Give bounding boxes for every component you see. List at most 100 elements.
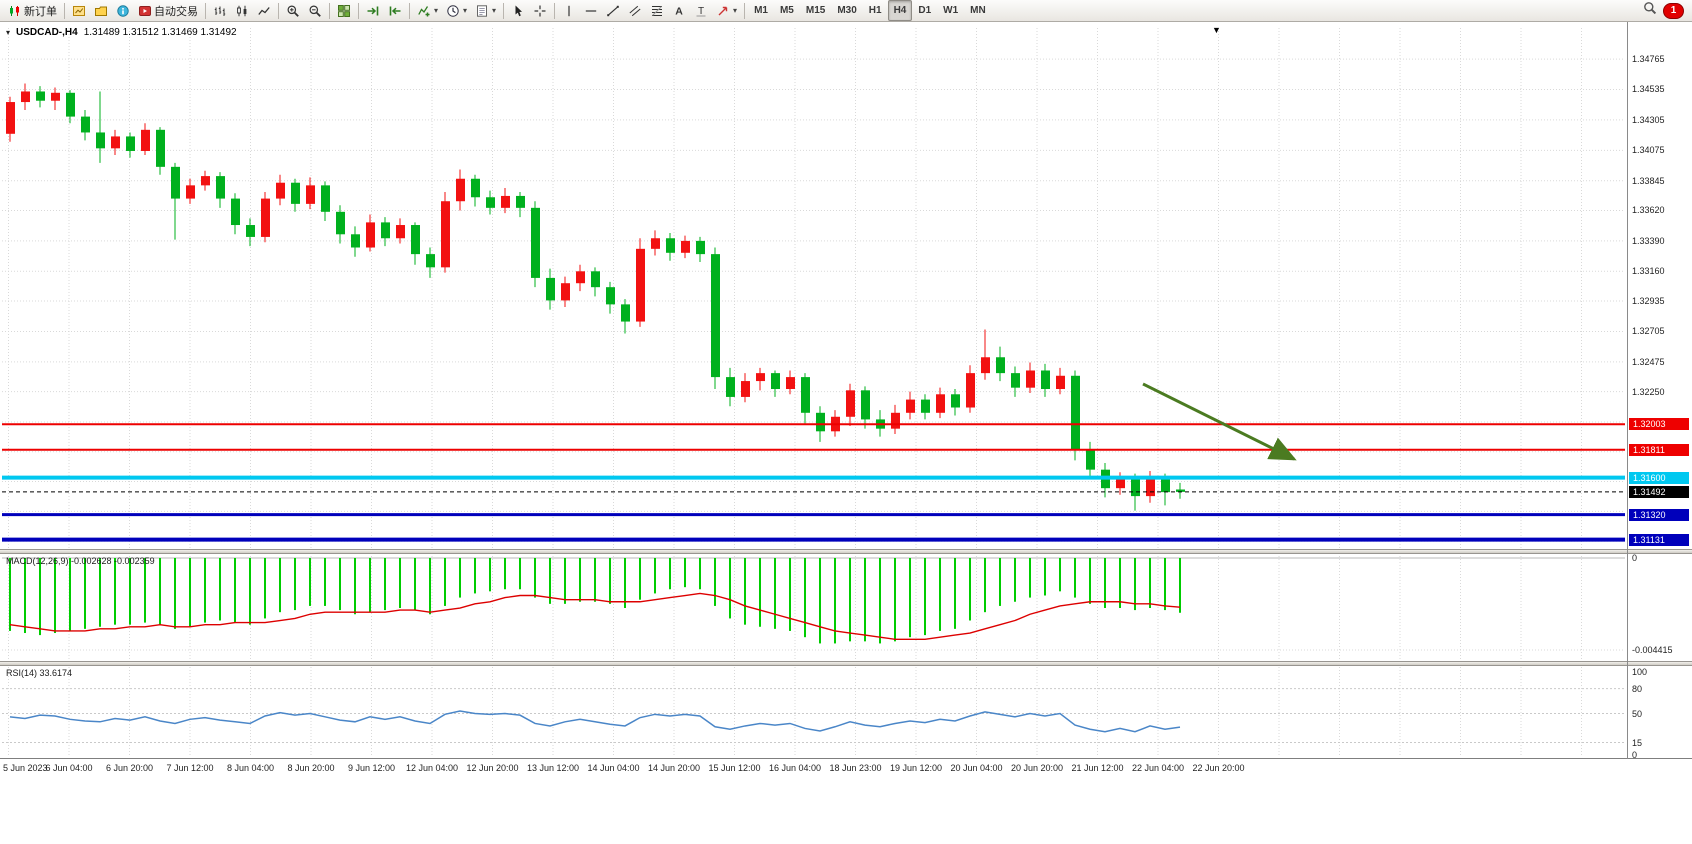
search-icon[interactable] xyxy=(1643,1,1657,20)
trendline-icon xyxy=(606,4,620,18)
timeframe-m15-button[interactable]: M15 xyxy=(805,5,826,16)
tile-windows-button[interactable] xyxy=(333,0,355,21)
line-chart-button[interactable] xyxy=(253,0,275,21)
indicators-button[interactable]: ▾ xyxy=(413,0,442,21)
toolbar-separator xyxy=(744,2,746,19)
collapse-chart-icon[interactable]: ▾ xyxy=(6,28,11,37)
equidistant-channel-button[interactable] xyxy=(624,0,646,21)
ohlc-values: 1.31489 1.31512 1.31469 1.31492 xyxy=(83,27,237,38)
hline-price-label: 1.31600 xyxy=(1629,471,1689,484)
timeframe-mn-button[interactable]: MN xyxy=(970,5,986,16)
axis-line xyxy=(0,758,1692,759)
fibo-icon xyxy=(650,4,664,18)
timeframe-m5-button[interactable]: M5 xyxy=(779,5,794,16)
hline-price-label: 1.31131 xyxy=(1629,533,1689,546)
time-axis-label: 16 Jun 04:00 xyxy=(768,763,822,773)
data-window-icon xyxy=(116,4,130,18)
panel-separator[interactable] xyxy=(0,661,1692,666)
price-tick-label: 1.34535 xyxy=(1632,84,1665,95)
price-tick-label: 1.32705 xyxy=(1632,326,1665,337)
timeframe-m30-button[interactable]: M30 xyxy=(837,5,857,16)
charts-window-button[interactable] xyxy=(68,0,90,21)
new-order-button[interactable]: 新订单 xyxy=(4,0,61,21)
time-axis-label: 20 Jun 20:00 xyxy=(1010,763,1064,773)
time-axis-label: 13 Jun 12:00 xyxy=(526,763,580,773)
clock-icon xyxy=(446,4,460,18)
profiles-button[interactable] xyxy=(90,0,112,21)
price-tick-label: 1.32475 xyxy=(1632,356,1665,367)
periods-button[interactable]: ▾ xyxy=(442,0,471,21)
price-axis[interactable]: 1.34765 1.34535 1.34305 1.34075 1.33845 1.336… xyxy=(1628,22,1692,760)
price-tick-label: 1.33390 xyxy=(1632,235,1665,246)
time-axis[interactable]: 5 Jun 2023 6 Jun 04:00 6 Jun 20:00 7 Jun 12… xyxy=(0,760,1692,780)
timeframe-d1-button[interactable]: D1 xyxy=(918,5,932,16)
price-tick-label: 1.32935 xyxy=(1632,296,1665,307)
candlestick-chart-button[interactable] xyxy=(231,0,253,21)
fibonacci-button[interactable] xyxy=(646,0,668,21)
chart-shift-button[interactable] xyxy=(384,0,406,21)
timeframe-h1-button[interactable]: H1 xyxy=(868,5,882,16)
time-axis-label: 22 Jun 04:00 xyxy=(1131,763,1185,773)
vertical-line-button[interactable] xyxy=(558,0,580,21)
horizontal-line-button[interactable] xyxy=(580,0,602,21)
channel-icon xyxy=(628,4,642,18)
macd-axis-label: 0 xyxy=(1632,553,1638,563)
toolbar: 新订单 自动交易 ▾ ▾ ▾ A T ▾ M1 M5 M15 M30 H1 H4 D1 W1 MN 1 xyxy=(0,0,1692,22)
chart-canvas[interactable] xyxy=(0,22,1692,844)
time-axis-label: 20 Jun 04:00 xyxy=(950,763,1003,773)
price-tick-label: 1.34075 xyxy=(1632,145,1665,156)
line-chart-icon xyxy=(257,4,271,18)
current-price-label: 1.31492 xyxy=(1629,485,1689,498)
hline-price-label: 1.32003 xyxy=(1629,418,1689,431)
text-button[interactable]: A xyxy=(668,0,690,21)
trendline-button[interactable] xyxy=(602,0,624,21)
time-axis-label: 14 Jun 04:00 xyxy=(587,763,640,773)
arrows-button[interactable]: ▾ xyxy=(712,0,741,21)
time-axis-label: 6 Jun 20:00 xyxy=(105,763,154,773)
symbol-label: USDCAD-,H4 xyxy=(16,27,78,38)
autotrading-button[interactable]: 自动交易 xyxy=(134,0,202,21)
profiles-icon xyxy=(94,4,108,18)
notification-badge[interactable]: 1 xyxy=(1663,2,1684,19)
zoom-out-button[interactable] xyxy=(304,0,326,21)
text-label-button[interactable]: T xyxy=(690,0,712,21)
svg-text:A: A xyxy=(675,5,683,17)
label-icon: T xyxy=(694,4,708,18)
templates-button[interactable]: ▾ xyxy=(471,0,500,21)
price-tick-label: 1.33160 xyxy=(1632,266,1665,277)
chevron-down-icon: ▾ xyxy=(733,6,738,15)
price-tick-label: 1.33845 xyxy=(1632,175,1665,186)
time-axis-label: 19 Jun 12:00 xyxy=(889,763,943,773)
timeframe-m1-button[interactable]: M1 xyxy=(754,5,768,16)
cursor-icon xyxy=(511,4,525,18)
rsi-axis-label: 15 xyxy=(1632,737,1643,748)
crosshair-button[interactable] xyxy=(529,0,551,21)
cursor-button[interactable] xyxy=(507,0,529,21)
data-window-button[interactable] xyxy=(112,0,134,21)
time-axis-label: 15 Jun 12:00 xyxy=(708,763,761,773)
chevron-down-icon: ▾ xyxy=(434,6,439,15)
timeframe-w1-button[interactable]: W1 xyxy=(943,5,959,16)
chart-title-bar: ▾ USDCAD-,H4 1.31489 1.31512 1.31469 1.3… xyxy=(6,27,237,38)
price-tick-label: 1.32250 xyxy=(1632,386,1665,397)
zoom-in-button[interactable] xyxy=(282,0,304,21)
hline-price-label: 1.31811 xyxy=(1629,443,1689,456)
toolbar-separator xyxy=(554,2,556,19)
auto-scroll-button[interactable] xyxy=(362,0,384,21)
time-axis-label: 12 Jun 20:00 xyxy=(466,763,519,773)
panel-separator[interactable] xyxy=(0,549,1692,554)
vline-icon xyxy=(562,4,576,18)
chart-window[interactable]: ▾ USDCAD-,H4 1.31489 1.31512 1.31469 1.3… xyxy=(0,22,1692,844)
toolbar-separator xyxy=(329,2,330,19)
timeframe-h4-button[interactable]: H4 xyxy=(887,0,913,21)
text-icon: A xyxy=(672,4,686,18)
zoom-in-icon xyxy=(286,4,300,18)
time-axis-label: 8 Jun 04:00 xyxy=(226,763,275,773)
bar-chart-button[interactable] xyxy=(209,0,231,21)
auto-scroll-icon xyxy=(366,4,380,18)
chart-shift-marker[interactable]: ▼ xyxy=(1212,25,1221,35)
chart-window-icon xyxy=(72,4,86,18)
toolbar-separator xyxy=(278,2,279,19)
autotrading-button-label: 自动交易 xyxy=(154,5,198,18)
